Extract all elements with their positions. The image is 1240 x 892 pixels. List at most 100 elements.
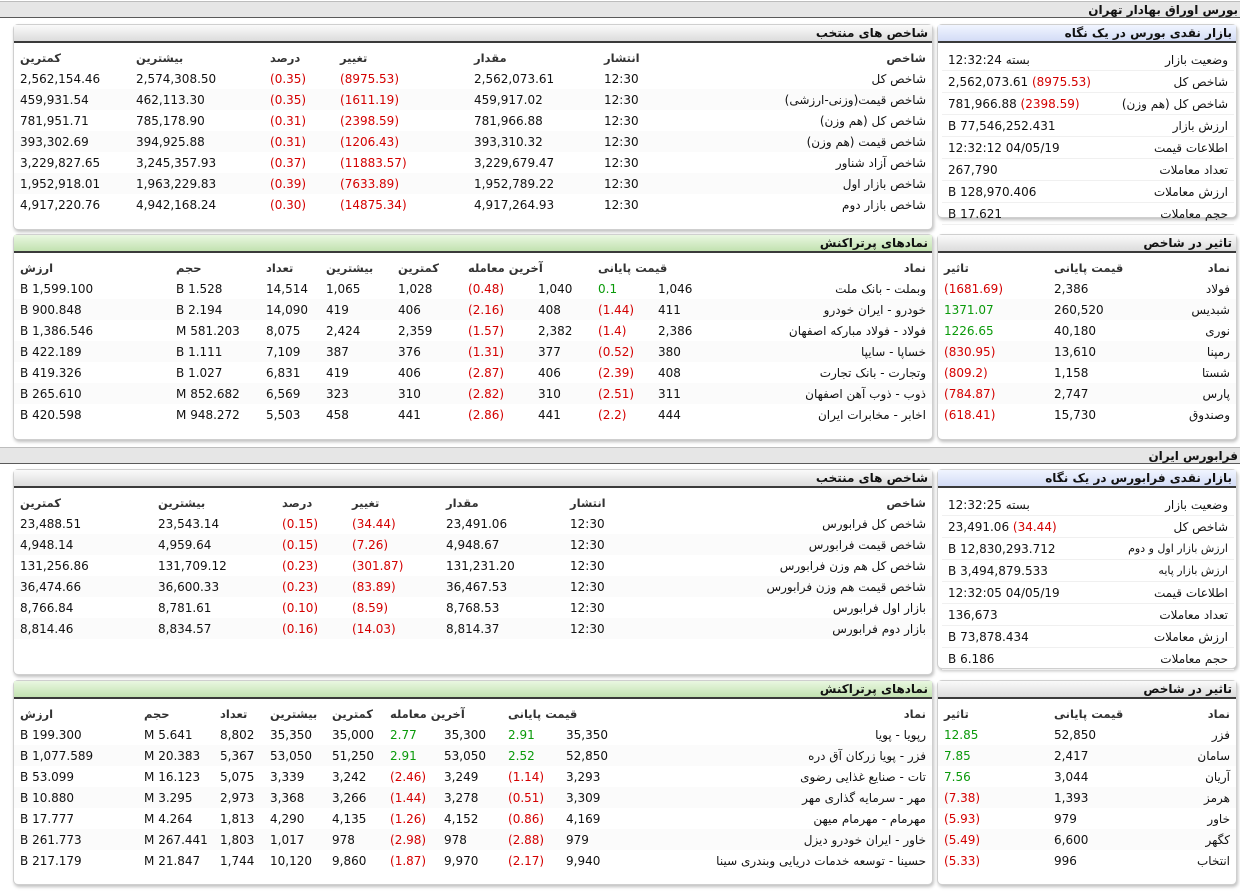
table-row[interactable]: شاخص قیمت(وزنی-ارزشی) 12:30 459,917.02 (161… — [14, 89, 932, 110]
ifb-indices-panel: شاخص های منتخب شاخص انتشار مقدار تغییر درصد ب… — [13, 469, 933, 675]
tse-overview-title: بازار نقدی بورس در یک نگاه — [938, 25, 1236, 43]
table-row[interactable]: شستا 1,158 (809.2) — [938, 362, 1236, 383]
overview-value-text: 12,830,293.712 B — [948, 541, 1056, 556]
overview-change: (34.44) — [1012, 519, 1057, 534]
table-cell: (1.14) — [508, 769, 545, 784]
table-cell: 781,951.71 — [20, 113, 89, 128]
table-row[interactable]: شاخص قیمت هم وزن فرابورس 12:30 36,467.53 (8… — [14, 576, 932, 597]
column-header: آخرین معامله — [468, 260, 543, 275]
overview-label: ارزش معاملات — [1095, 625, 1234, 648]
table-row[interactable]: خاور - ایران خودرو دیزل 979 (2.88) 978 (2.98… — [14, 829, 932, 850]
table-cell: شاخص بازار دوم — [842, 197, 926, 212]
table-row[interactable]: ذوب - ذوب آهن اصفهان 311 (2.51) 310 (2.82) 31… — [14, 383, 932, 404]
table-cell: 35,350 — [566, 727, 608, 742]
table-cell: 2,973 — [214, 787, 264, 808]
table-cell: 12:30 — [570, 516, 605, 531]
overview-value-text: 2,562,073.61 — [948, 74, 1029, 89]
table-row[interactable]: آریان 3,044 7.56 — [938, 766, 1236, 787]
table-row[interactable]: شاخص کل (هم وزن) 12:30 781,966.88 (2398.59)… — [14, 110, 932, 131]
column-header: شاخص — [886, 495, 926, 510]
table-cell: 23,488.51 — [20, 516, 82, 531]
table-row[interactable]: شاخص کل هم وزن فرابورس 12:30 131,231.20 (30… — [14, 555, 932, 576]
table-cell: 2.91 — [508, 727, 535, 742]
table-cell: 380 — [652, 341, 712, 362]
table-row[interactable]: نوری 40,180 1226.65 — [938, 320, 1236, 341]
table-row[interactable]: شاخص قیمت (هم وزن) 12:30 393,310.32 (1206.4… — [14, 131, 932, 152]
table-cell: انتخاب — [1197, 853, 1230, 868]
table-cell: 53,050 — [264, 745, 326, 766]
table-row[interactable]: فولاد 2,386 (1681.69) — [938, 278, 1236, 299]
table-row[interactable]: مهر - سرمایه گذاری مهر 3,309 (0.51) 3,278 (1… — [14, 787, 932, 808]
table-cell: 2.77 — [390, 727, 417, 742]
table-cell: 17.777 B — [20, 811, 75, 826]
table-row[interactable]: شبدیس 260,520 1371.07 — [938, 299, 1236, 320]
table-cell: 2,417 — [1048, 745, 1152, 766]
table-row[interactable]: فولاد - فولاد مبارکه اصفهان 2,386 (1.4) 2,3… — [14, 320, 932, 341]
table-cell: 8,802 — [220, 727, 255, 742]
table-row[interactable]: شاخص بازار دوم 12:30 4,917,264.93 (14875.34… — [14, 194, 932, 215]
table-row[interactable]: بازار دوم فرابورس 12:30 8,814.37 (14.03) (0.… — [14, 618, 932, 639]
table-cell: 2.194 B — [170, 299, 260, 320]
table-row[interactable]: بازار اول فرابورس 12:30 8,768.53 (8.59) (0.1… — [14, 597, 932, 618]
table-row[interactable]: مهرمام - مهرمام میهن 4,169 (0.86) 4,152 (1.2… — [14, 808, 932, 829]
table-row[interactable]: شاخص کل 12:30 2,562,073.61 (8975.53) (0.35) 2… — [14, 68, 932, 89]
table-row[interactable]: کگهر 6,600 (5.49) — [938, 829, 1236, 850]
table-row[interactable]: خودرو - ایران خودرو 411 (1.44) 408 (2.16) 406… — [14, 299, 932, 320]
table-row[interactable]: رپویا - پویا 35,350 2.91 35,300 2.77 35,000 35… — [14, 724, 932, 745]
table-cell: 12:30 — [570, 600, 605, 615]
overview-value: 77,546,252.431 B — [942, 114, 1108, 137]
table-row[interactable]: خساپا - سایپا 380 (0.52) 377 (1.31) 376 387 7,1… — [14, 341, 932, 362]
table-row[interactable]: انتخاب 996 (5.33) — [938, 850, 1236, 871]
table-cell: 9,860 — [332, 853, 367, 868]
table-cell: 2,382 — [538, 323, 573, 338]
overview-row: ارزش بازار پایه 3,494,879.533 B — [942, 559, 1234, 582]
column-header: ارزش — [20, 706, 54, 721]
overview-value: 128,970.406 B — [942, 180, 1108, 203]
table-row[interactable]: شاخص آزاد شناور 12:30 3,229,679.47 (11883.5… — [14, 152, 932, 173]
table-row[interactable]: سامان 2,417 7.85 — [938, 745, 1236, 766]
table-row[interactable]: شاخص بازار اول 12:30 1,952,789.22 (7633.89)… — [14, 173, 932, 194]
table-row[interactable]: فزر - پویا زرکان آق دره 52,850 2.52 53,050 2… — [14, 745, 932, 766]
table-row[interactable]: وصندوق 15,730 (618.41) — [938, 404, 1236, 425]
table-row[interactable]: فزر 52,850 12.85 — [938, 724, 1236, 745]
table-cell: 1.528 B — [176, 281, 223, 296]
column-header: شاخص — [886, 50, 926, 65]
table-row[interactable]: رمپنا 13,610 (830.95) — [938, 341, 1236, 362]
overview-value-text: 3,494,879.533 B — [948, 563, 1048, 578]
table-cell: 131,709.12 — [158, 558, 227, 573]
table-cell: (34.44) — [352, 516, 396, 531]
table-cell: 14,514 — [266, 281, 308, 296]
overview-value: 136,673 — [942, 603, 1096, 626]
overview-value-text: 77,546,252.431 B — [948, 118, 1056, 133]
table-row[interactable]: اخابر - مخابرات ایران 444 (2.2) 441 (2.86) 44… — [14, 404, 932, 425]
table-row[interactable]: وتجارت - بانک تجارت 408 (2.39) 406 (2.87) 406… — [14, 362, 932, 383]
table-cell: 8,075 — [266, 323, 301, 338]
table-cell: شبدیس — [1152, 299, 1236, 320]
table-row[interactable]: حسینا - توسعه خدمات دریایی وبندری سینا 9,… — [14, 850, 932, 871]
table-cell: (830.95) — [938, 341, 1048, 362]
table-cell: 323 — [320, 383, 392, 404]
table-row[interactable]: وبملت - بانک ملت 1,046 0.1 1,040 (0.48) 1,028… — [14, 278, 932, 299]
table-row[interactable]: هرمز 1,393 (7.38) — [938, 787, 1236, 808]
overview-label: شاخص کل — [1095, 515, 1234, 538]
table-cell: (2.82) — [462, 383, 532, 404]
tse-section-title: بورس اوراق بهادار تهران — [0, 1, 1240, 18]
table-cell: (8.59) — [352, 600, 389, 615]
table-cell: شاخص قیمت(وزنی-ارزشی) — [670, 89, 932, 110]
table-cell: 40,180 — [1054, 323, 1096, 338]
table-cell: (1.57) — [468, 323, 505, 338]
table-row[interactable]: پارس 2,747 (784.87) — [938, 383, 1236, 404]
table-cell: 393,302.69 — [14, 131, 130, 152]
column-header: تغییر — [352, 495, 380, 510]
overview-row: وضعیت بازار بسته 12:32:25 — [942, 494, 1234, 516]
overview-value: 3,494,879.533 B — [942, 559, 1096, 582]
table-row[interactable]: خاور 979 (5.93) — [938, 808, 1236, 829]
table-cell: 8,834.57 — [152, 618, 276, 639]
table-row[interactable]: تات - صنایع غذایی رضوی 3,293 (1.14) 3,249 (2… — [14, 766, 932, 787]
table-cell: 441 — [538, 407, 561, 422]
table-row[interactable]: شاخص قیمت فرابورس 12:30 4,948.67 (7.26) (0.1… — [14, 534, 932, 555]
table-row[interactable]: شاخص کل فرابورس 12:30 23,491.06 (34.44) (0.1… — [14, 513, 932, 534]
table-cell: (1.44) — [592, 299, 652, 320]
table-cell: 462,113.30 — [130, 89, 264, 110]
table-cell: 1226.65 — [944, 323, 994, 338]
